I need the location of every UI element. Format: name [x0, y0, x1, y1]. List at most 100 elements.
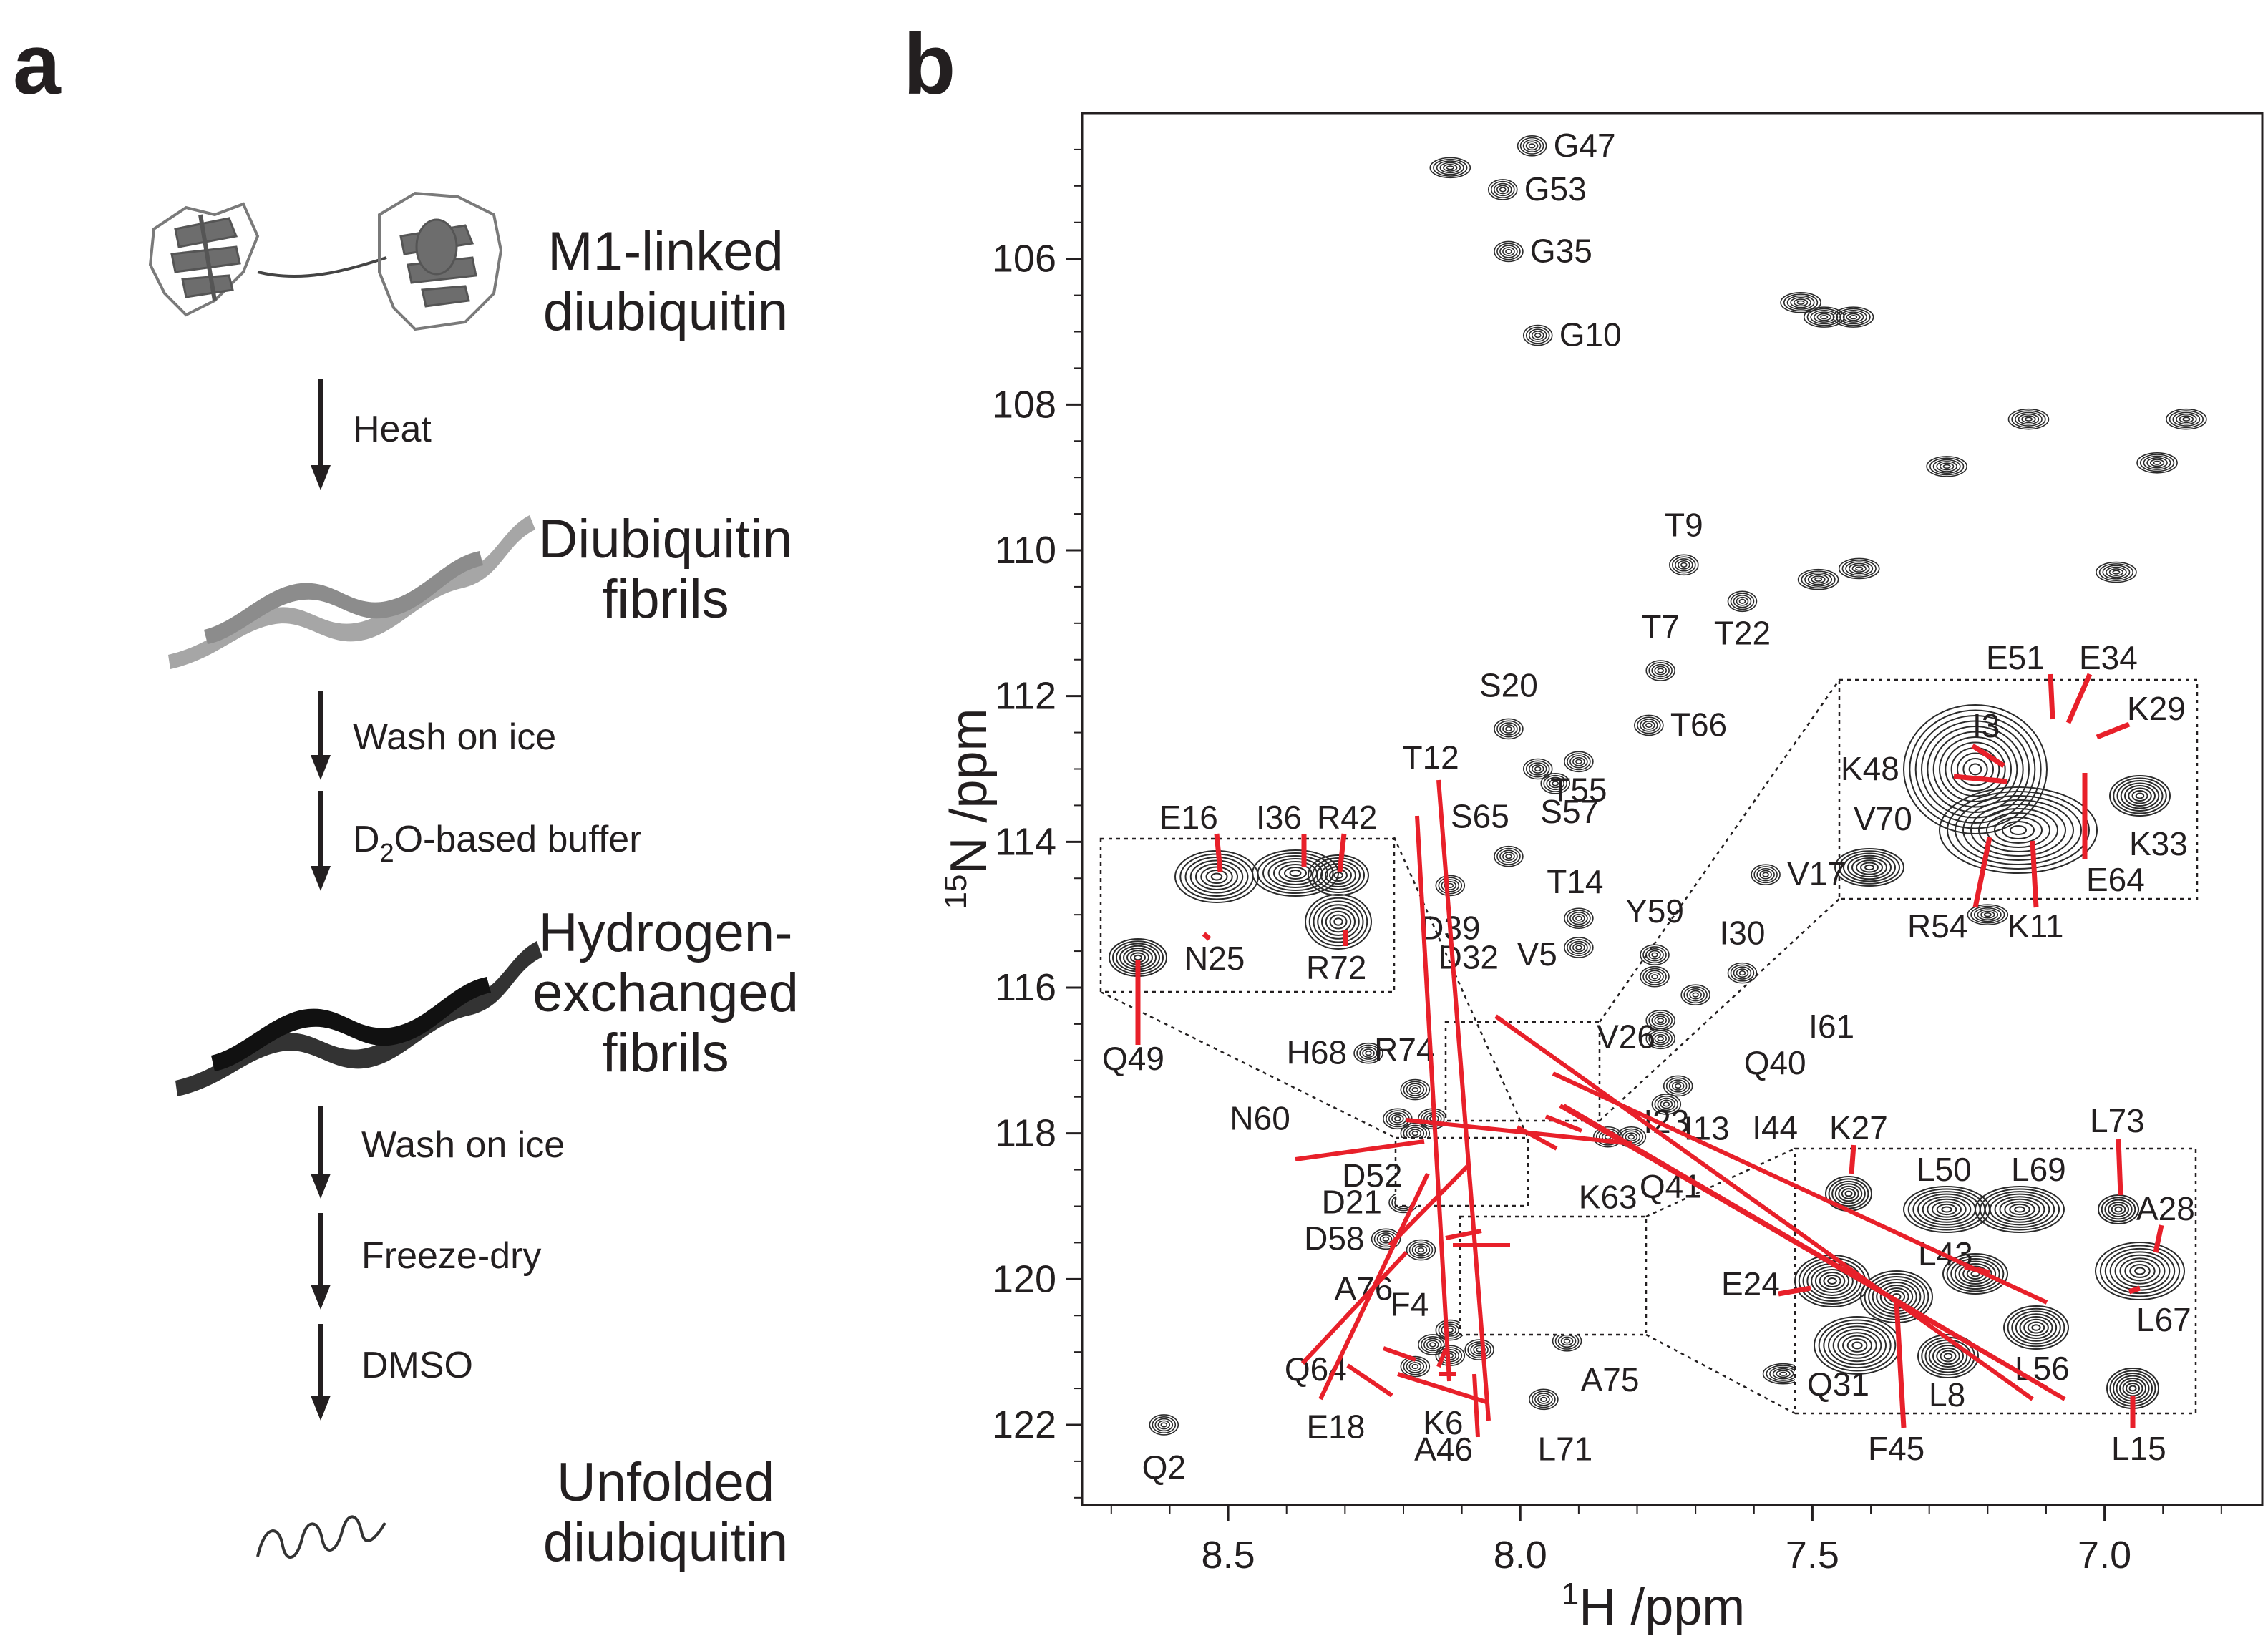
contour-line: [1645, 1028, 1675, 1050]
contour-line: [1317, 904, 1360, 940]
contour-line: [1205, 870, 1228, 884]
label-pointer: [1552, 1071, 2048, 1305]
inset-label: Q49: [1102, 1040, 1164, 1077]
contour-line: [2106, 566, 2127, 578]
contour-line: [1939, 736, 2012, 802]
contour-line: [1936, 461, 1957, 472]
contour-line: [2108, 568, 2124, 577]
contour-line: [1441, 1323, 1460, 1337]
contour-line: [1811, 1266, 1854, 1296]
contour-line: [1439, 162, 1461, 174]
peak-G10: [1522, 324, 1553, 346]
label-pointer: [1894, 1302, 1907, 1428]
contour-line: [1942, 464, 1951, 469]
contour-line: [1333, 917, 1343, 926]
contour-line: [2169, 410, 2204, 429]
label-pointer: [1778, 1285, 1811, 1297]
peak-label-I61: I61: [1809, 1008, 1854, 1045]
step-line: exchanged: [532, 963, 799, 1023]
inset-peak: [1825, 1176, 1872, 1212]
contour-line: [1932, 1345, 1964, 1368]
contour-line: [1567, 753, 1591, 771]
contour-line: [1134, 954, 1142, 961]
contour-line: [1505, 854, 1512, 859]
peak-T66: [1634, 714, 1664, 736]
peak-label-D32: D32: [1439, 938, 1499, 975]
inset-peak: [2109, 775, 2171, 817]
contour-line: [1978, 808, 2058, 852]
contour-line: [1914, 715, 2036, 824]
peak-label-V26: V26: [1597, 1018, 1655, 1056]
contour-line: [1557, 1334, 1577, 1348]
contour-line: [1842, 1335, 1872, 1356]
contour-line: [2135, 792, 2145, 799]
x-tick-label: 8.0: [1494, 1534, 1547, 1577]
contour-line: [1999, 1198, 2040, 1221]
contour-line: [1552, 781, 1559, 786]
label-pointer: [1436, 779, 1491, 1421]
cond-wash-1: Wash on ice: [353, 716, 557, 758]
contour-line: [1663, 1075, 1693, 1097]
contour-line: [1648, 972, 1661, 982]
contour-line: [1994, 1196, 2045, 1223]
peak-S65: [1494, 845, 1524, 867]
contour-line: [1780, 291, 1821, 313]
contour-line: [1928, 1342, 1968, 1370]
contour-line: [1406, 1083, 1425, 1096]
contour-line: [2139, 454, 2175, 472]
label-pointer: [1971, 744, 2005, 768]
peak-label-T12: T12: [1402, 739, 1459, 776]
inset-connector: [1645, 1333, 1796, 1415]
contour-line: [1660, 1099, 1673, 1109]
contour-line: [1200, 866, 1233, 887]
contour-line: [1851, 857, 1887, 877]
contour-line: [1634, 714, 1664, 736]
contour-line: [1967, 904, 2009, 925]
contour-line: [1678, 560, 1690, 570]
contour-line: [1540, 1396, 1547, 1402]
contour-line: [2010, 825, 2027, 835]
inset-label: R54: [1907, 907, 1967, 945]
contour-line: [1642, 720, 1655, 730]
label-pointer: [1397, 1372, 1489, 1405]
contour-line: [1989, 1193, 2050, 1226]
x-axis-title-text: H /ppm: [1579, 1579, 1745, 1636]
contour-line: [2124, 785, 2156, 807]
contour-line: [1727, 962, 1758, 984]
contour-line: [1980, 910, 1995, 919]
contour-line: [1443, 163, 1458, 172]
label-pointer: [1972, 837, 1992, 908]
contour-line: [2007, 408, 2050, 430]
d2o-rest: O-based buffer: [394, 819, 642, 860]
contour-line: [1823, 1275, 1841, 1287]
contour-line: [2011, 410, 2046, 429]
contour-line: [1751, 864, 1781, 885]
contour-line: [1499, 722, 1518, 736]
step-line: fibrils: [602, 1023, 729, 1083]
contour-line: [1811, 575, 1826, 584]
contour-line: [1502, 724, 1515, 734]
peak-label-T66: T66: [1670, 706, 1727, 743]
contour-line: [1525, 326, 1550, 344]
contour-line: [1651, 974, 1658, 980]
contour-line: [2095, 1242, 2185, 1300]
contour-line: [2011, 1310, 2061, 1345]
unassigned-peak: [1832, 306, 1874, 328]
contour-line: [1421, 1335, 1445, 1353]
contour-line: [2146, 457, 2168, 469]
inset-label: E51: [1986, 639, 2045, 676]
contour-line: [1851, 564, 1867, 573]
contour-line: [1922, 1196, 1972, 1223]
peak-I13: [1663, 1075, 1693, 1097]
peak-label-I13: I13: [1684, 1109, 1730, 1146]
inset-peak: [1814, 1316, 1901, 1375]
peak-label-N60: N60: [1230, 1099, 1290, 1136]
contour-line: [1936, 1203, 1957, 1216]
peak-I23: [1651, 1094, 1682, 1115]
contour-line: [1814, 577, 1823, 582]
contour-line: [1537, 1394, 1550, 1404]
contour-line: [1651, 1032, 1670, 1046]
contour-line: [2182, 417, 2191, 422]
contour-line: [1689, 990, 1702, 1000]
contour-line: [1648, 1030, 1673, 1048]
